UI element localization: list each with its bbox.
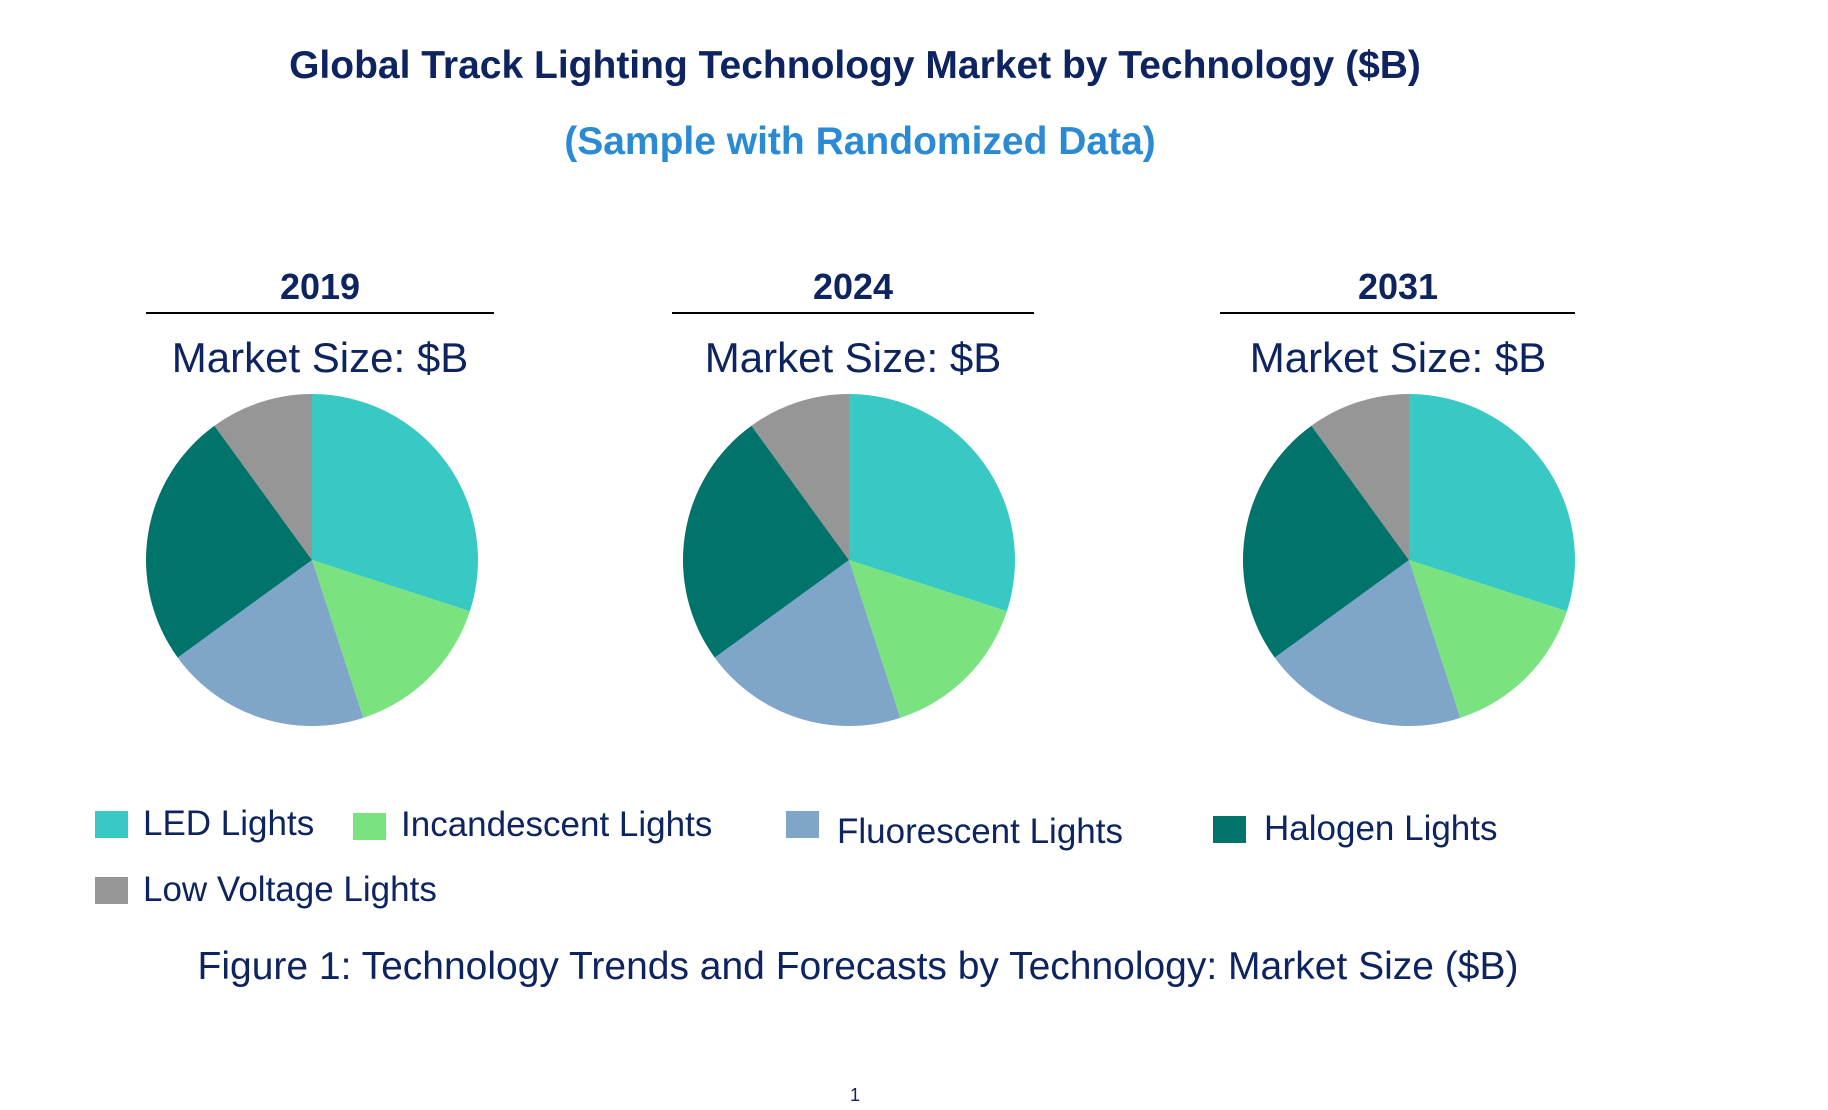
pie-slice-incandescent-lights: [1409, 560, 1567, 718]
legend-label: Halogen Lights: [1264, 809, 1498, 848]
pie-slice-halogen-lights: [1242, 425, 1409, 658]
pie-slice-halogen-lights: [682, 425, 849, 658]
pie-year-label: 2019: [280, 266, 360, 307]
legend-item-incandescent-lights: Incandescent Lights: [353, 805, 712, 844]
pie-slice-fluorescent-lights: [714, 560, 901, 727]
pie-slice-incandescent-lights: [312, 560, 470, 718]
legend-label: Low Voltage Lights: [143, 870, 437, 909]
chart-subtitle: (Sample with Randomized Data): [564, 120, 1156, 163]
legend: LED Lights Incandescent Lights Fluorescent…: [95, 804, 1498, 909]
pie-chart-2019: 2019 Market Size: $B: [145, 266, 494, 727]
legend-swatch: [353, 813, 386, 840]
pie-slice-fluorescent-lights: [177, 560, 364, 727]
pie-slice-low-voltage-lights: [751, 394, 849, 560]
pie-year-label: 2031: [1358, 266, 1438, 307]
pie-slice-led-lights: [849, 394, 1016, 612]
pie-market-size-label: Market Size: $B: [705, 334, 1001, 381]
legend-label: LED Lights: [143, 804, 314, 843]
pie-chart-2031: 2031 Market Size: $B: [1220, 266, 1576, 727]
legend-item-halogen-lights: Halogen Lights: [1213, 809, 1498, 848]
pie-market-size-label: Market Size: $B: [1250, 334, 1546, 381]
pie-slice-led-lights: [1409, 394, 1576, 612]
pie-chart-2024: 2024 Market Size: $B: [672, 266, 1034, 727]
pie-slice-incandescent-lights: [849, 560, 1007, 718]
legend-item-low-voltage-lights: Low Voltage Lights: [95, 870, 437, 909]
chart-title: Global Track Lighting Technology Market …: [289, 44, 1421, 87]
pie-slice-led-lights: [312, 394, 479, 612]
figure-caption: Figure 1: Technology Trends and Forecast…: [198, 945, 1519, 988]
page-number: 1: [850, 1085, 860, 1105]
legend-item-led-lights: LED Lights: [95, 804, 314, 843]
pie-slice-halogen-lights: [145, 425, 312, 658]
legend-swatch: [95, 877, 128, 904]
legend-swatch: [1213, 816, 1246, 843]
legend-swatch: [786, 811, 819, 838]
legend-item-fluorescent-lights: Fluorescent Lights: [786, 811, 1123, 851]
pie-slice-low-voltage-lights: [214, 394, 312, 560]
legend-label: Fluorescent Lights: [837, 812, 1123, 851]
legend-swatch: [95, 811, 128, 838]
legend-label: Incandescent Lights: [401, 805, 712, 844]
pie-market-size-label: Market Size: $B: [172, 334, 468, 381]
pie-year-label: 2024: [813, 266, 893, 307]
pie-slice-fluorescent-lights: [1274, 560, 1461, 727]
pie-slice-low-voltage-lights: [1311, 394, 1409, 560]
